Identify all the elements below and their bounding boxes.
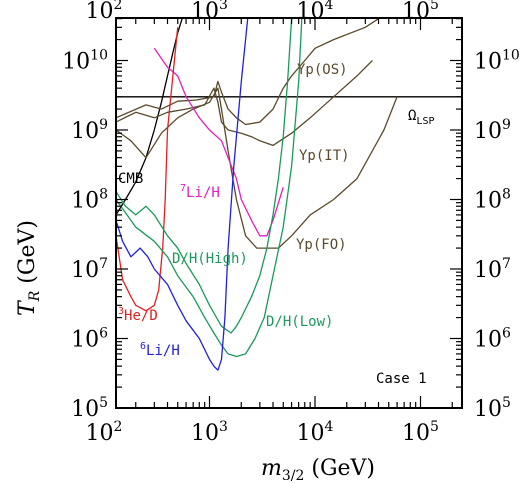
series-line-3	[116, 60, 373, 147]
x-tick-label-top: 102	[86, 0, 123, 24]
series-line-6	[116, 27, 179, 312]
y-tick-label-right: 105	[474, 395, 511, 422]
label-yp-fo: Yp(FO)	[296, 237, 347, 253]
label-he3: 3He/D	[118, 306, 158, 324]
series-line-9	[116, 18, 249, 371]
label-case: Case 1	[376, 371, 427, 387]
label-yp-os: Yp(OS)	[297, 62, 348, 78]
x-tick-label-bottom: 103	[191, 419, 228, 446]
label-dh-low: D/H(Low)	[266, 314, 333, 330]
x-tick-label-bottom: 102	[86, 419, 123, 446]
series-line-5	[153, 47, 284, 237]
y-axis-title: TR (GeV)	[15, 220, 43, 316]
x-tick-label-bottom: 104	[297, 419, 334, 446]
x-tick-label-top: 105	[402, 0, 439, 24]
x-tick-label-top: 104	[297, 0, 334, 24]
y-tick-label-left: 109	[71, 117, 108, 144]
label-cmb: CMB	[118, 171, 143, 187]
tick-labels: 102 102 103 103 104 104 105 105 105 105 106 106 107 1…	[62, 0, 520, 446]
series-line-7	[116, 18, 293, 334]
x-axis-title: m3/2 (GeV)	[261, 456, 375, 483]
plot-frame	[115, 17, 463, 409]
y-tick-label-left: 108	[71, 187, 108, 214]
series-line-2	[116, 18, 379, 126]
label-yp-it: Yp(IT)	[299, 148, 350, 164]
y-tick-label-left: 107	[71, 256, 108, 283]
label-li7: 7Li/H	[180, 183, 220, 201]
label-li6: 6Li/H	[140, 341, 180, 359]
y-tick-label-right: 109	[474, 117, 511, 144]
label-dh-high: D/H(High)	[172, 251, 248, 267]
y-tick-label-left: 105	[71, 395, 108, 422]
label-omega-lsp: ΩLSP	[408, 108, 435, 127]
ticks	[116, 18, 462, 409]
y-tick-label-left: 106	[71, 326, 108, 353]
x-tick-label-bottom: 105	[402, 419, 439, 446]
y-tick-label-right: 108	[474, 187, 511, 214]
y-tick-label-left: 1010	[62, 48, 108, 75]
x-tick-label-top: 103	[191, 0, 228, 24]
series-line-8	[116, 18, 303, 358]
y-tick-label-right: 106	[474, 326, 511, 353]
y-tick-label-right: 1010	[474, 48, 520, 75]
curves	[116, 18, 462, 371]
series-line-4	[116, 87, 398, 249]
y-tick-label-right: 107	[474, 256, 511, 283]
